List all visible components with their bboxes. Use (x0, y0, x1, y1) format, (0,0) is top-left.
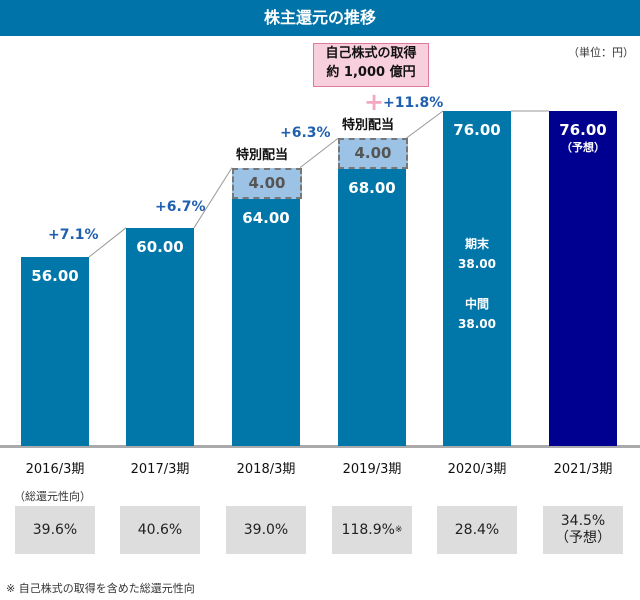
year-label: 2021/3期 (553, 462, 613, 477)
special-dividend-box: 4.00 (338, 138, 408, 170)
special-dividend-label: 特別配当 (236, 147, 289, 163)
bar-2019/3期: 68.00 (338, 169, 406, 446)
plus-icon: + (364, 88, 385, 116)
payout-ratio-box: 40.6% (120, 506, 200, 554)
payout-ratio: 40.6% (137, 521, 183, 538)
bar-2020/3期: 76.00 期末 38.00 中間 38.00 (443, 111, 511, 446)
connector-line (405, 110, 444, 139)
buyback-callout: 自己株式の取得約 1,000 億円 (313, 43, 429, 87)
year-label: 2019/3期 (342, 462, 402, 477)
connector-line (299, 138, 339, 168)
payout-ratio-box: 39.6% (15, 506, 95, 554)
growth-rate: +11.8% (383, 95, 444, 111)
payout-ratio: 34.5% (560, 513, 606, 529)
payout-ratio: 39.0% (243, 521, 289, 538)
bar-value: 60.00 (136, 237, 184, 256)
special-dividend-label: 特別配当 (342, 118, 395, 134)
payout-ratio: 39.6% (32, 521, 78, 538)
bar-2021/3期: 76.00 （予想） (549, 111, 617, 446)
bar-2018/3期: 64.00 (232, 198, 300, 446)
payout-mark: ※ (394, 524, 403, 535)
growth-rate: +7.1% (48, 227, 99, 243)
connector-line (193, 167, 233, 229)
growth-rate: +6.7% (155, 199, 206, 215)
callout-line1: 自己株式の取得 (325, 46, 417, 61)
year-label: 2017/3期 (130, 462, 190, 477)
bar-2016/3期: 56.00 (21, 257, 89, 446)
payout-ratio-box: 118.9% ※ (332, 506, 412, 554)
year-label: 2018/3期 (236, 462, 296, 477)
x-axis (0, 445, 640, 448)
payout-ratio-box: 39.0% (226, 506, 306, 554)
payout-label: （総還元性向） (14, 490, 91, 503)
payout-ratio-box: 28.4% (437, 506, 517, 554)
callout-line2: 約 1,000 億円 (326, 65, 416, 80)
payout-ratio: 118.9% (341, 521, 395, 538)
growth-rate: +6.3% (280, 125, 331, 141)
end-label: 期末 (464, 237, 489, 251)
bar-value: 68.00 (348, 179, 396, 198)
forecast-note: （予想） (561, 141, 605, 154)
dividend-breakdown: 期末 38.00 中間 38.00 (443, 234, 511, 334)
year-label: 2020/3期 (447, 462, 507, 477)
end-value: 38.00 (458, 257, 496, 271)
bar-value: 56.00 (31, 267, 79, 285)
payout-ratio-box: 34.5% （予想） (543, 506, 623, 554)
connector-line (88, 227, 127, 258)
chart-title: 株主還元の推移 (0, 0, 640, 36)
bar-2017/3期: 60.00 (126, 227, 194, 446)
special-dividend-box: 4.00 (232, 167, 302, 199)
mid-value: 38.00 (458, 317, 496, 331)
bar-value: 64.00 (242, 208, 290, 227)
payout-mark: （予想） (555, 530, 611, 546)
mid-label: 中間 (464, 297, 489, 311)
footnote: ※ 自己株式の取得を含めた総還元性向 (6, 582, 195, 595)
unit-label: （単位：円） (568, 46, 634, 59)
bar-value: 76.00 (453, 121, 501, 139)
payout-ratio: 28.4% (454, 521, 500, 538)
bar-value: 76.00 (559, 121, 607, 139)
year-label: 2016/3期 (25, 462, 85, 477)
